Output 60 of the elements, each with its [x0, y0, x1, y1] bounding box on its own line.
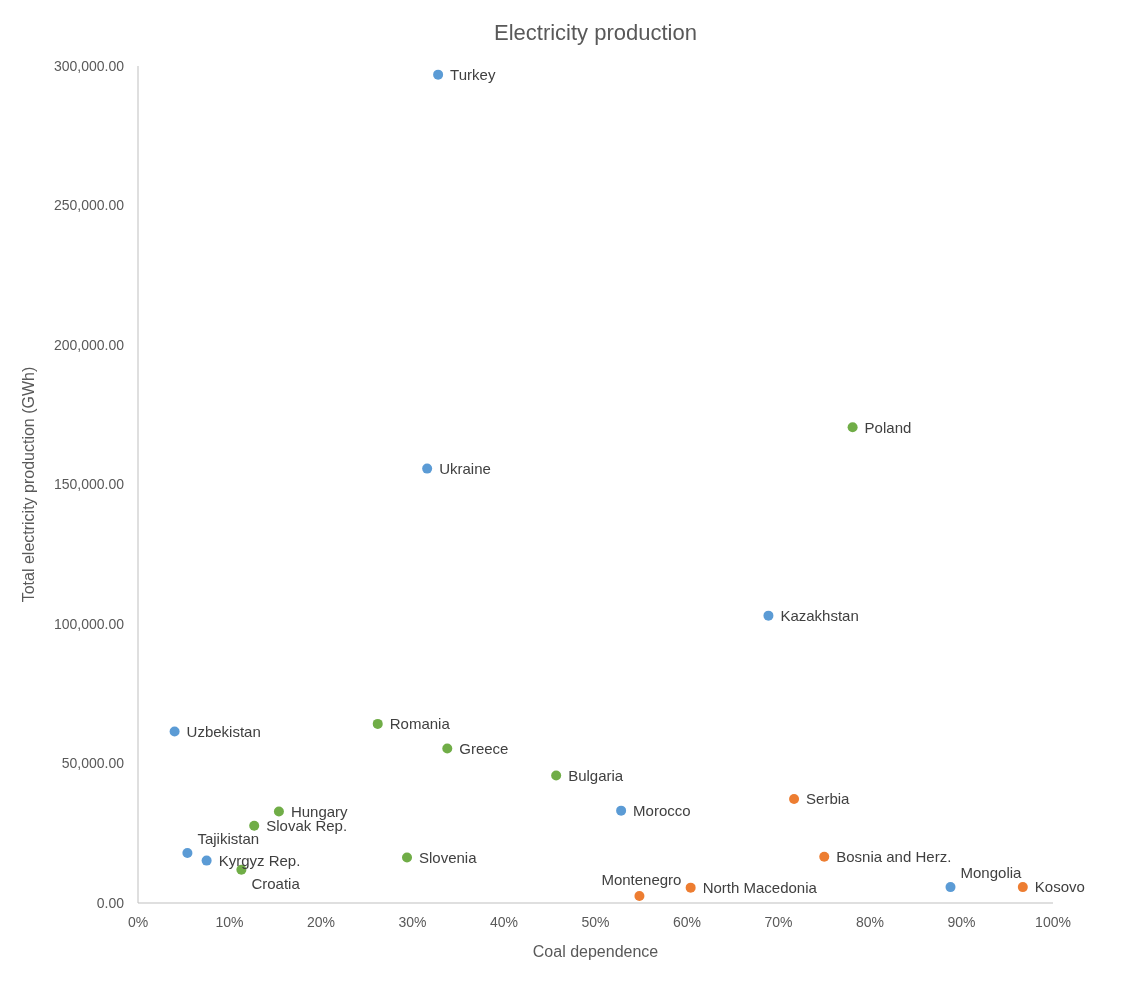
- x-tick-label: 100%: [1035, 914, 1071, 930]
- annotation: Turkey: [450, 65, 496, 83]
- y-axis-title: Total electricity production (GWh): [20, 366, 37, 603]
- point: [616, 805, 627, 816]
- annotation: Croatia: [251, 875, 301, 893]
- y-tick-label: 250,000.00: [53, 197, 125, 214]
- x-tick-label: 50%: [581, 914, 610, 930]
- x-tick-label: 90%: [947, 914, 976, 930]
- annotation: Uzbekistan: [186, 722, 261, 740]
- y-tick-label: 50,000.00: [61, 755, 125, 772]
- point: [1017, 882, 1028, 893]
- x-tick-label: 0%: [127, 914, 149, 930]
- y-tick-label: 100,000.00: [53, 615, 125, 632]
- point: [182, 848, 193, 859]
- annotation: Bosnia and Herz.: [836, 847, 952, 865]
- point: [551, 770, 562, 781]
- annotation: Ukraine: [439, 459, 491, 477]
- annotation: Mongolia: [960, 864, 1023, 882]
- annotation: Romania: [389, 715, 451, 733]
- y-tick-label: 300,000.00: [53, 57, 125, 74]
- x-tick-label: 10%: [215, 914, 244, 930]
- chart-title: Electricity production: [494, 20, 697, 45]
- x-tick-label: 40%: [489, 914, 519, 930]
- x-tick-label: 80%: [855, 914, 885, 930]
- point: [763, 610, 774, 621]
- x-axis-title: Coal dependence: [532, 943, 659, 960]
- point: [402, 852, 413, 863]
- annotation: Tajikistan: [197, 830, 260, 848]
- annotation: Serbia: [806, 790, 851, 808]
- point: [201, 855, 212, 866]
- point: [634, 891, 645, 902]
- annotation: Morocco: [633, 801, 691, 819]
- point: [847, 422, 858, 433]
- annotation: Montenegro: [601, 871, 682, 889]
- annotation: Poland: [864, 418, 912, 436]
- y-tick-label: 200,000.00: [53, 336, 125, 353]
- annotation: North Macedonia: [702, 878, 818, 896]
- point: [442, 743, 453, 754]
- y-tick-label: 150,000.00: [53, 476, 125, 493]
- point: [372, 718, 383, 729]
- point: [249, 820, 260, 831]
- point: [789, 793, 800, 804]
- x-tick-label: 20%: [306, 914, 336, 930]
- annotation: Bulgaria: [568, 766, 624, 784]
- annotation: Kazakhstan: [780, 606, 859, 624]
- annotation: Kyrgyz Rep.: [218, 851, 301, 869]
- point: [685, 882, 696, 893]
- point: [433, 69, 444, 80]
- x-tick-label: 60%: [672, 914, 702, 930]
- annotation: Greece: [459, 739, 509, 757]
- annotation: Kosovo: [1034, 878, 1085, 896]
- point: [945, 882, 956, 893]
- x-tick-label: 70%: [764, 914, 793, 930]
- annotation: Slovenia: [419, 848, 478, 866]
- point: [273, 806, 284, 817]
- y-tick-label: 0.00: [96, 894, 125, 911]
- point: [422, 463, 433, 474]
- point: [169, 726, 180, 737]
- x-tick-label: 30%: [398, 914, 427, 930]
- point: [819, 851, 830, 862]
